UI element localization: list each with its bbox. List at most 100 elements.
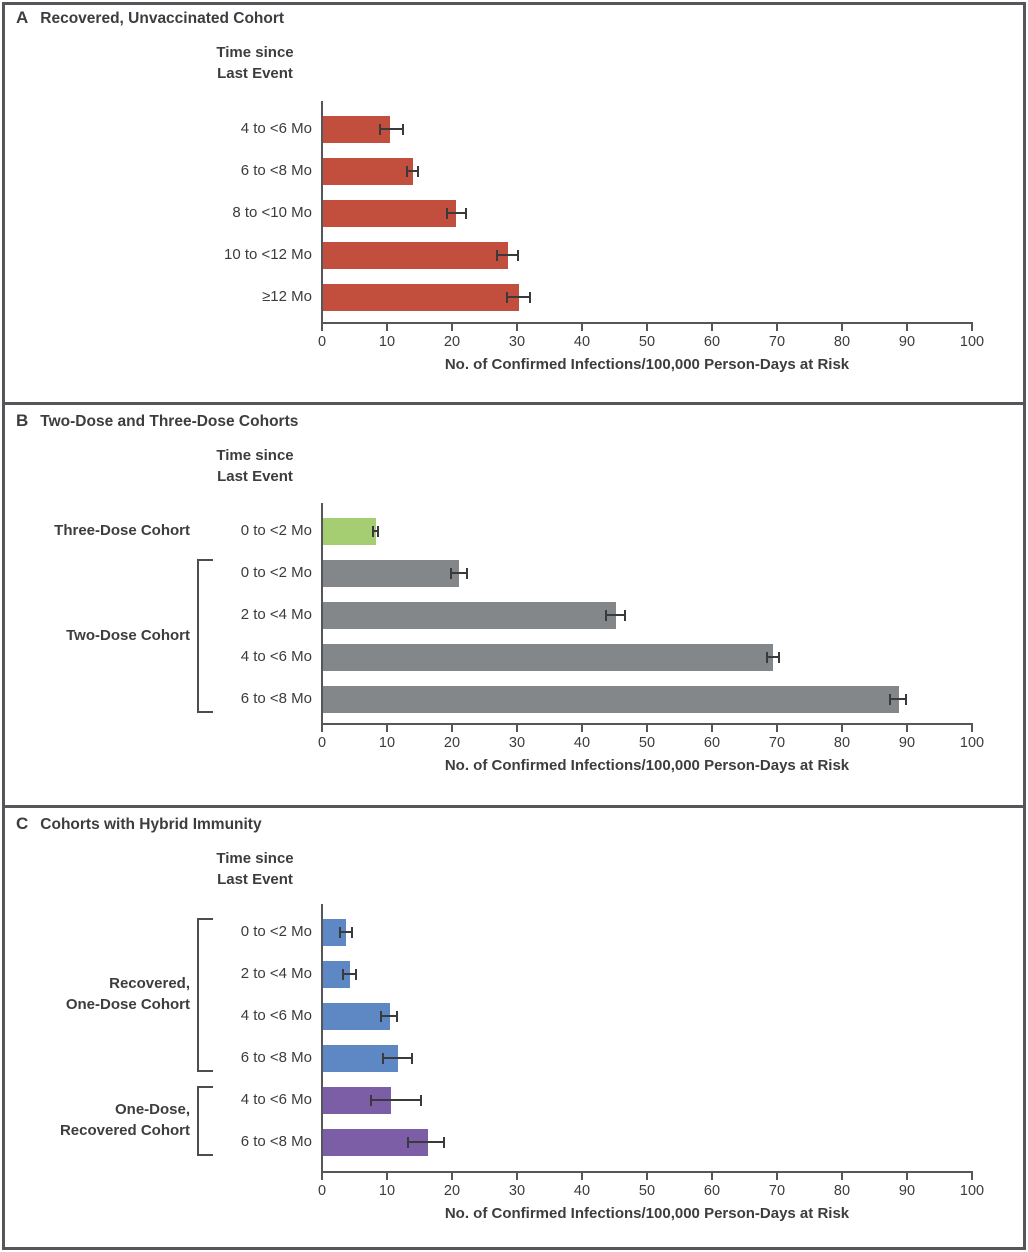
panel-title-text: Recovered, Unvaccinated Cohort — [40, 10, 285, 27]
group-bracket — [197, 559, 199, 713]
x-axis-tick — [776, 324, 778, 331]
x-axis-tick-label: 90 — [898, 1183, 916, 1199]
panel-letter-label: B — [16, 411, 29, 430]
x-axis-tick — [321, 1173, 323, 1180]
x-axis-tick — [711, 725, 713, 732]
panel-letter-label: A — [16, 8, 29, 27]
x-axis-tick — [581, 1173, 583, 1180]
group-bracket-arm-top — [197, 1086, 213, 1088]
category-label: 0 to <2 Mo — [240, 564, 312, 581]
x-axis-tick — [971, 324, 973, 331]
bar — [323, 241, 508, 269]
panel-divider — [2, 402, 1026, 405]
category-label: 4 to <6 Mo — [240, 1007, 312, 1024]
error-bar-cap-right — [465, 207, 468, 219]
error-bar — [507, 296, 530, 298]
x-axis-tick-label: 20 — [443, 735, 461, 751]
x-axis-tick — [581, 725, 583, 732]
error-bar-cap-right — [350, 926, 353, 938]
error-bar-cap-left — [369, 1094, 372, 1106]
category-label: 8 to <10 Mo — [232, 204, 312, 221]
x-axis-tick-label: 90 — [898, 334, 916, 350]
x-axis-line — [321, 1171, 973, 1173]
group-label: Two-Dose Cohort — [0, 625, 190, 646]
error-bar-cap-right — [777, 651, 780, 663]
x-axis-tick-label: 0 — [317, 334, 327, 350]
bar — [323, 918, 346, 946]
time-since-header: Time since Last Event — [145, 445, 365, 487]
panel-title: A Recovered, Unvaccinated Cohort — [16, 8, 284, 28]
x-axis-tick-label: 80 — [833, 334, 851, 350]
x-axis-tick-label: 60 — [703, 334, 721, 350]
group-bracket-arm-top — [197, 559, 213, 561]
category-label: 4 to <6 Mo — [240, 1091, 312, 1108]
panel-title-text: Two-Dose and Three-Dose Cohorts — [40, 413, 299, 430]
bar — [323, 685, 899, 713]
error-bar-cap-left — [341, 968, 344, 980]
category-label: 0 to <2 Mo — [240, 522, 312, 539]
error-bar-cap-right — [904, 693, 907, 705]
x-axis-tick — [971, 725, 973, 732]
y-axis-line — [321, 101, 323, 324]
category-label: 6 to <8 Mo — [240, 690, 312, 707]
error-bar-cap-left — [605, 609, 608, 621]
x-axis-tick — [906, 324, 908, 331]
x-axis-tick — [971, 1173, 973, 1180]
x-axis-tick — [776, 1173, 778, 1180]
x-axis-tick-label: 50 — [638, 735, 656, 751]
group-label-line: Two-Dose Cohort — [66, 626, 190, 644]
error-bar-cap-right — [401, 123, 404, 135]
error-bar-cap-right — [376, 525, 379, 537]
group-label-line: Recovered Cohort — [59, 1122, 190, 1139]
category-label: 6 to <8 Mo — [240, 1049, 312, 1066]
group-bracket — [197, 918, 199, 1072]
bar — [323, 559, 459, 587]
error-bar — [379, 128, 403, 130]
x-axis-tick-label: 60 — [703, 1183, 721, 1199]
group-label: One-Dose, Recovered Cohort — [0, 1099, 190, 1141]
x-axis-tick-label: 50 — [638, 334, 656, 350]
bar — [323, 283, 520, 311]
x-axis-tick-label: 80 — [833, 1183, 851, 1199]
bar — [323, 115, 390, 143]
error-bar-cap-right — [417, 165, 420, 177]
x-axis-tick-label: 40 — [573, 334, 591, 350]
x-axis-tick-label: 50 — [638, 1183, 656, 1199]
x-axis-tick — [711, 1173, 713, 1180]
error-bar-cap-left — [339, 926, 342, 938]
error-bar-cap-left — [765, 651, 768, 663]
x-axis-tick — [451, 725, 453, 732]
group-bracket — [197, 1086, 199, 1156]
x-axis-tick — [646, 725, 648, 732]
error-bar-cap-right — [443, 1136, 446, 1148]
time-since-header-line: Time since — [216, 44, 294, 61]
bar — [323, 157, 414, 185]
x-axis-tick-label: 100 — [959, 334, 985, 350]
group-bracket-arm-top — [197, 918, 213, 920]
bar — [323, 517, 377, 545]
panel-a: A Recovered, Unvaccinated Cohort Time sinc… — [0, 0, 1028, 403]
bar — [323, 199, 457, 227]
x-axis-tick — [776, 725, 778, 732]
x-axis-tick — [321, 324, 323, 331]
error-bar-cap-right — [396, 1010, 399, 1022]
error-bar-cap-left — [378, 123, 381, 135]
x-axis-tick-label: 40 — [573, 1183, 591, 1199]
x-axis-title: No. of Confirmed Infections/100,000 Pers… — [444, 356, 850, 373]
error-bar-cap-right — [465, 567, 468, 579]
error-bar-cap-right — [410, 1052, 413, 1064]
error-bar — [381, 1015, 398, 1017]
error-bar — [451, 572, 467, 574]
error-bar — [408, 1141, 445, 1143]
category-label: 2 to <4 Mo — [240, 965, 312, 982]
x-axis-tick — [841, 1173, 843, 1180]
error-bar-cap-left — [450, 567, 453, 579]
x-axis-tick — [841, 324, 843, 331]
bar — [323, 1002, 390, 1030]
error-bar — [766, 656, 779, 658]
bar — [323, 601, 616, 629]
error-bar-cap-left — [889, 693, 892, 705]
error-bar-cap-left — [380, 1010, 383, 1022]
error-bar — [496, 254, 518, 256]
